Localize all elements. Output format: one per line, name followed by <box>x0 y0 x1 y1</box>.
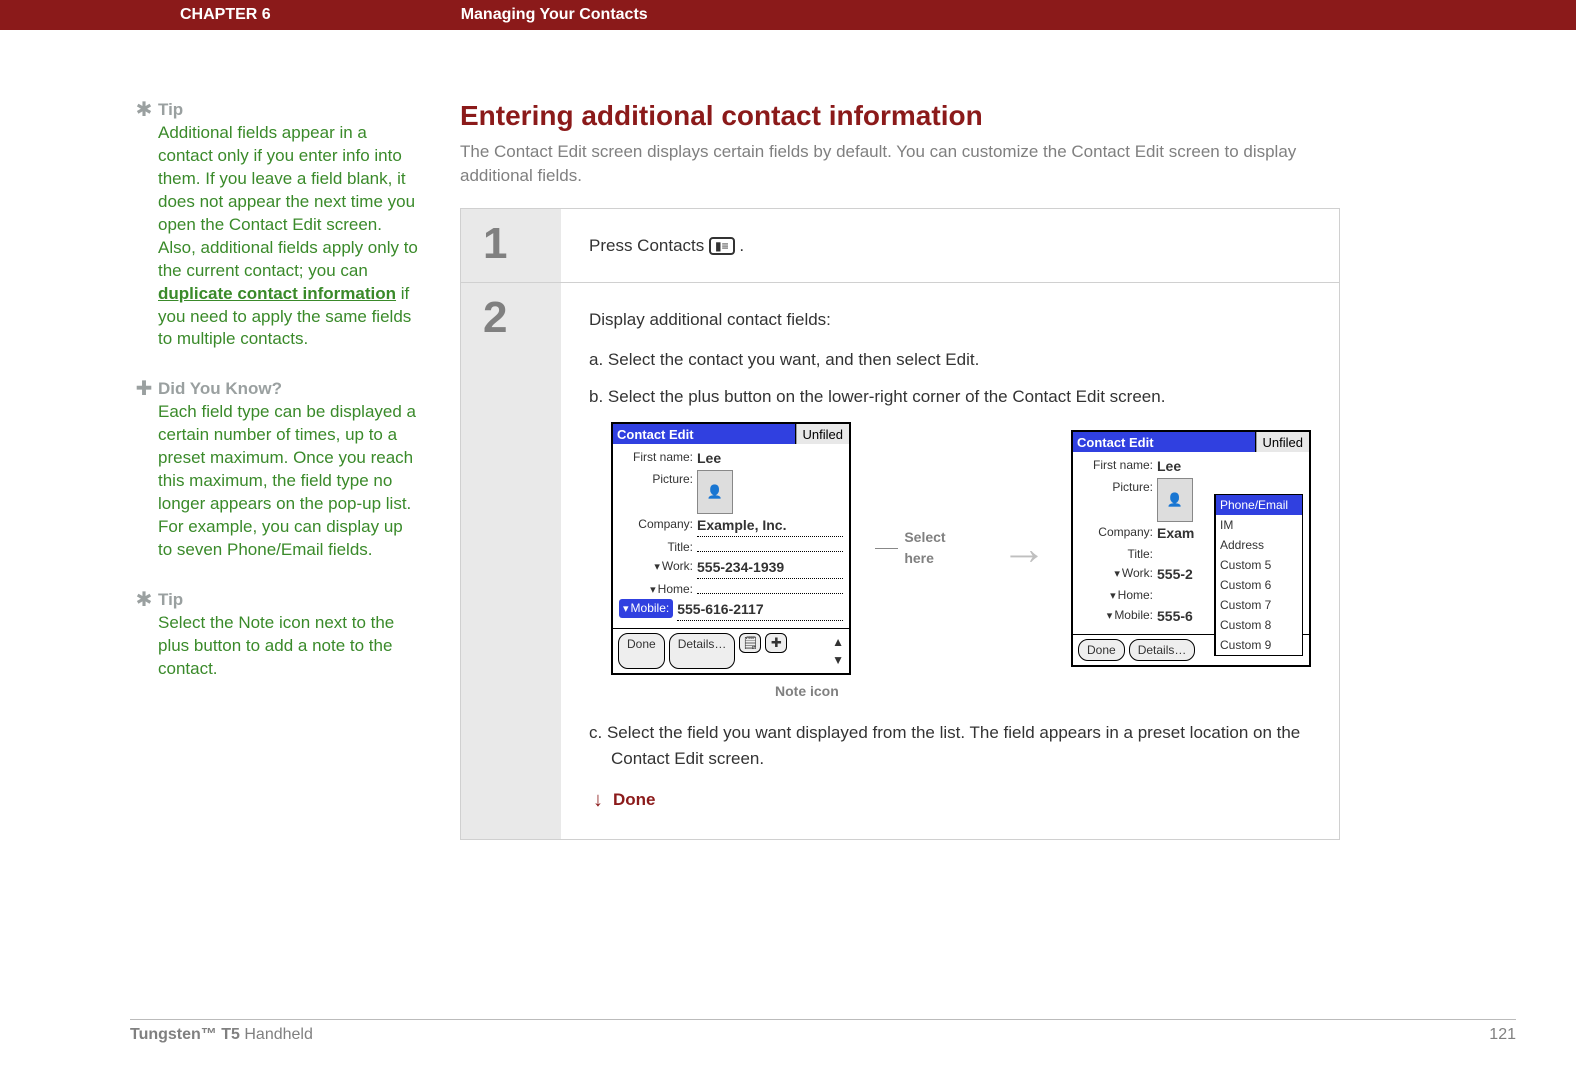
field-label: Title: <box>1079 545 1157 563</box>
chapter-banner: CHAPTER 6 Managing Your Contacts <box>0 0 1576 30</box>
mobile-value[interactable]: 555-6 <box>1157 606 1193 627</box>
home-dropdown[interactable]: Home: <box>619 580 697 599</box>
avatar-placeholder-icon[interactable]: 👤 <box>1157 478 1193 522</box>
mobile-dropdown[interactable]: Mobile: <box>1079 606 1157 625</box>
asterisk-icon: ✱ <box>130 590 158 681</box>
step-2: 2 Display additional contact fields: a. … <box>461 283 1339 839</box>
title-value[interactable] <box>697 538 843 552</box>
step-2-b: b. Select the plus button on the lower-r… <box>589 384 1311 410</box>
add-field-plus-button[interactable]: ✚ <box>765 633 787 653</box>
field-label: First name: <box>619 448 697 466</box>
work-dropdown[interactable]: Work: <box>1079 564 1157 583</box>
popup-item[interactable]: Address <box>1216 535 1302 555</box>
popup-item[interactable]: Phone/Email <box>1216 495 1302 515</box>
done-marker: ↓ Done <box>593 785 1311 815</box>
screenshot-row: Contact Edit Unfiled First name:Lee Pict… <box>611 422 1311 676</box>
first-name-value[interactable]: Lee <box>697 448 721 469</box>
product-name-rest: Handheld <box>240 1026 313 1043</box>
chapter-label: CHAPTER 6 <box>180 6 271 24</box>
scroll-arrows-icon[interactable]: ▲▼ <box>832 633 844 669</box>
details-button[interactable]: Details… <box>1129 639 1196 661</box>
step-number: 2 <box>461 283 561 839</box>
didyouknow-body: Each field type can be displayed a certa… <box>158 401 420 562</box>
step-1-text-a: Press Contacts <box>589 236 709 255</box>
work-value[interactable]: 555-2 <box>1157 564 1193 585</box>
step-1-text-b: . <box>739 236 744 255</box>
popup-item[interactable]: Custom 6 <box>1216 575 1302 595</box>
note-icon-callout: Note icon <box>775 681 839 702</box>
step-2-c: c. Select the field you want displayed f… <box>589 720 1311 771</box>
didyouknow-block: ✚ Did You Know? Each field type can be d… <box>130 379 420 562</box>
popup-item[interactable]: Custom 5 <box>1216 555 1302 575</box>
done-arrow-icon: ↓ <box>593 785 603 815</box>
screen-title: Contact Edit <box>1073 432 1256 452</box>
tip-text-pre: Additional fields appear in a contact on… <box>158 123 418 280</box>
duplicate-contact-link[interactable]: duplicate contact information <box>158 284 396 303</box>
company-value[interactable]: Exam <box>1157 523 1194 544</box>
home-value[interactable] <box>697 580 843 594</box>
didyouknow-label: Did You Know? <box>158 379 420 399</box>
tip-label: Tip <box>158 590 420 610</box>
category-selector[interactable]: Unfiled <box>1256 432 1309 452</box>
tips-sidebar: ✱ Tip Additional fields appear in a cont… <box>130 100 460 840</box>
callout-text: Select here <box>904 527 977 569</box>
done-label: Done <box>613 787 656 813</box>
field-label: Picture: <box>619 470 697 488</box>
arrow-right-icon: → <box>1001 514 1047 583</box>
work-value[interactable]: 555-234-1939 <box>697 557 843 579</box>
mobile-value[interactable]: 555-616-2117 <box>677 599 843 621</box>
contact-edit-screenshot-right: Contact Edit Unfiled First name:Lee Pict… <box>1071 430 1311 667</box>
avatar-placeholder-icon[interactable]: 👤 <box>697 470 733 514</box>
tip-block-1: ✱ Tip Additional fields appear in a cont… <box>130 100 420 351</box>
tip-body-1: Additional fields appear in a contact on… <box>158 122 420 351</box>
plus-icon: ✚ <box>130 379 158 562</box>
product-name: Tungsten™ T5 Handheld <box>130 1026 313 1044</box>
tip-label: Tip <box>158 100 420 120</box>
popup-item[interactable]: Custom 7 <box>1216 595 1302 615</box>
contacts-button-icon: ▮≡ <box>709 237 735 255</box>
popup-item[interactable]: Custom 8 <box>1216 615 1302 635</box>
field-label: Title: <box>619 538 697 556</box>
tip-body-2: Select the Note icon next to the plus bu… <box>158 612 420 681</box>
asterisk-icon: ✱ <box>130 100 158 351</box>
select-here-callout: Select here <box>875 527 977 569</box>
section-heading: Entering additional contact information <box>460 100 1340 132</box>
mobile-dropdown[interactable]: Mobile: <box>619 599 673 618</box>
step-1-body: Press Contacts ▮≡ . <box>561 209 1339 283</box>
step-2-a: a. Select the contact you want, and then… <box>589 347 1311 373</box>
note-icon-button[interactable]: 🗒 <box>739 633 761 653</box>
popup-item[interactable]: Custom 9 <box>1216 635 1302 655</box>
company-value[interactable]: Example, Inc. <box>697 515 843 537</box>
home-dropdown[interactable]: Home: <box>1079 586 1157 605</box>
field-label: Company: <box>619 515 697 533</box>
page-footer: Tungsten™ T5 Handheld 121 <box>130 1019 1516 1044</box>
done-button[interactable]: Done <box>1078 639 1125 661</box>
product-name-bold: Tungsten™ T5 <box>130 1026 240 1043</box>
field-type-popup[interactable]: Phone/Email IM Address Custom 5 Custom 6… <box>1215 494 1303 656</box>
category-selector[interactable]: Unfiled <box>796 424 849 444</box>
work-dropdown[interactable]: Work: <box>619 557 697 576</box>
section-intro: The Contact Edit screen displays certain… <box>460 140 1340 188</box>
step-1: 1 Press Contacts ▮≡ . <box>461 209 1339 284</box>
first-name-value[interactable]: Lee <box>1157 456 1181 477</box>
field-label: Picture: <box>1079 478 1157 496</box>
step-2-body: Display additional contact fields: a. Se… <box>561 283 1339 839</box>
step-2-lead: Display additional contact fields: <box>589 307 1311 333</box>
main-content: Entering additional contact information … <box>460 100 1340 840</box>
screen-title: Contact Edit <box>613 424 796 444</box>
steps-container: 1 Press Contacts ▮≡ . 2 Display addition… <box>460 208 1340 841</box>
field-label: First name: <box>1079 456 1157 474</box>
step-number: 1 <box>461 209 561 283</box>
chapter-title: Managing Your Contacts <box>461 6 648 24</box>
tip-block-2: ✱ Tip Select the Note icon next to the p… <box>130 590 420 681</box>
details-button[interactable]: Details… <box>669 633 736 669</box>
field-label: Company: <box>1079 523 1157 541</box>
contact-edit-screenshot-left: Contact Edit Unfiled First name:Lee Pict… <box>611 422 851 676</box>
done-button[interactable]: Done <box>618 633 665 669</box>
page-number: 121 <box>1489 1026 1516 1044</box>
popup-item[interactable]: IM <box>1216 515 1302 535</box>
